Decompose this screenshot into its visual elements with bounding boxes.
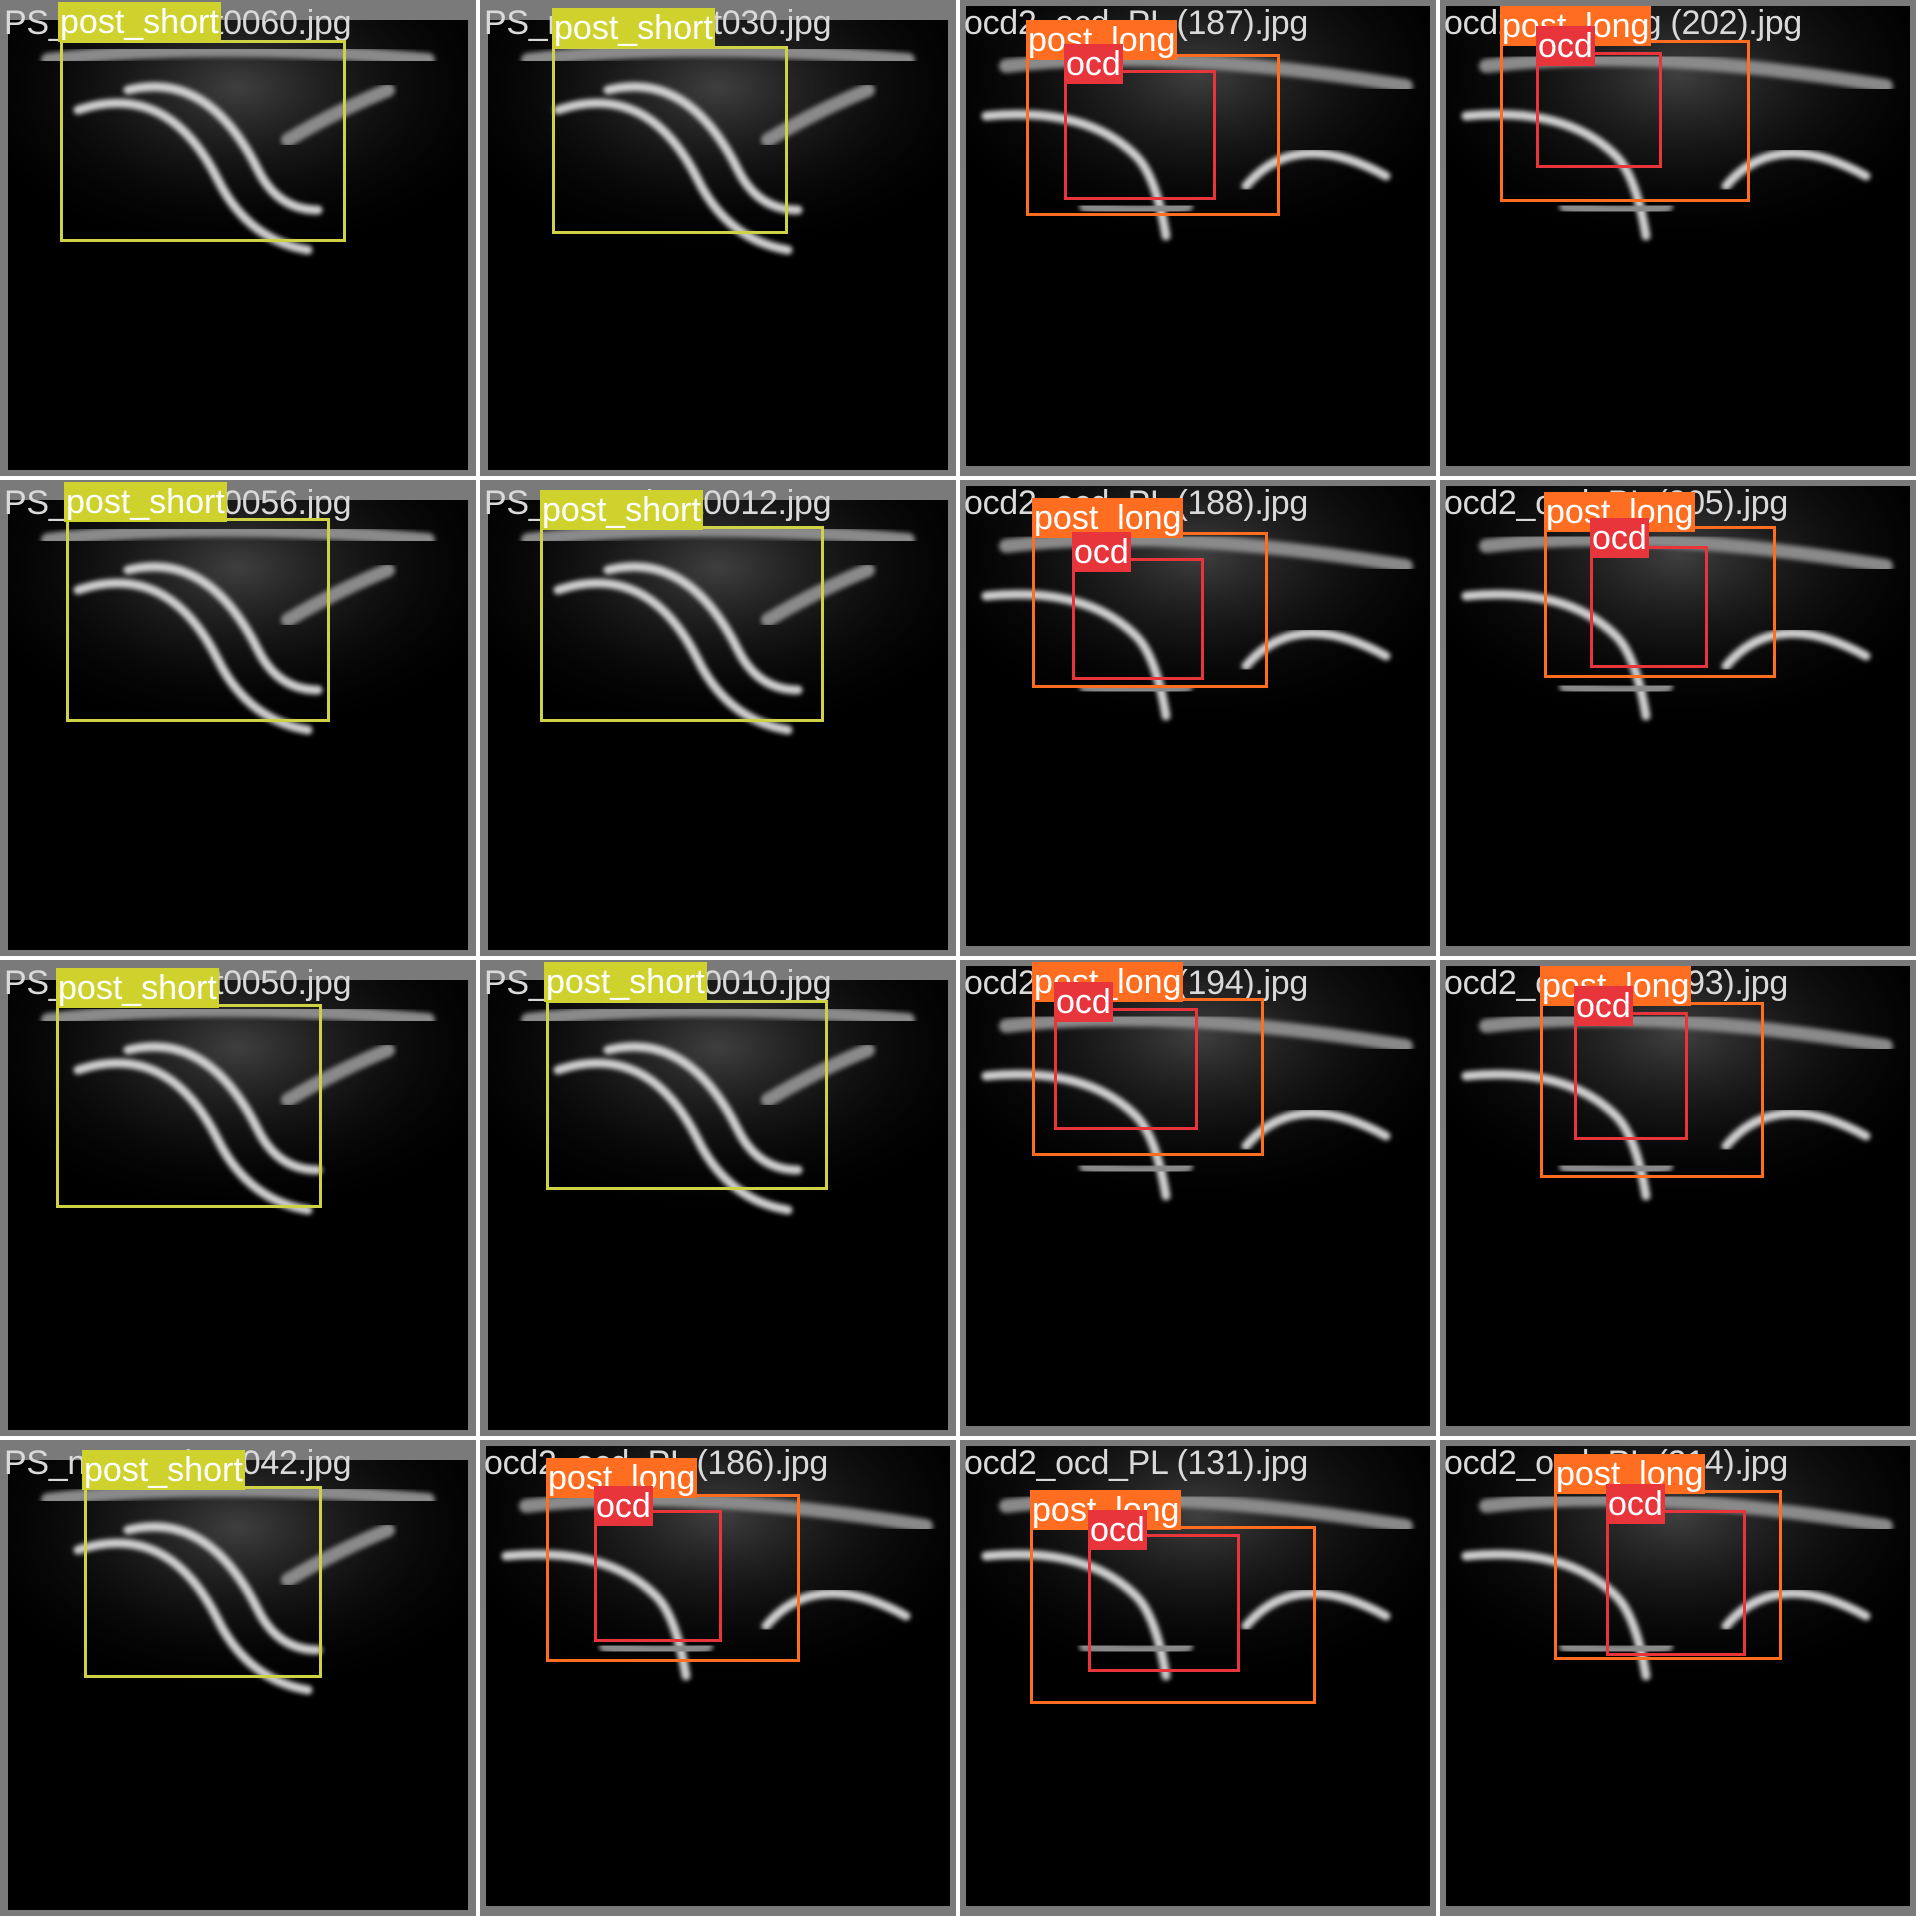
box-label-post-short: post_short xyxy=(540,490,703,530)
ultrasound-image xyxy=(8,20,468,290)
tile-image xyxy=(8,20,468,470)
tile-image xyxy=(486,1446,950,1906)
tile-image xyxy=(488,500,948,950)
tile-image xyxy=(966,966,1430,1426)
box-label-ocd: ocd xyxy=(1054,982,1113,1022)
box-label-post-short: post_short xyxy=(64,482,227,522)
ultrasound-image xyxy=(488,20,948,290)
tile-image xyxy=(1446,966,1910,1426)
tile-image xyxy=(488,980,948,1430)
ultrasound-image xyxy=(8,500,468,770)
tile-image xyxy=(1446,6,1910,466)
bounding-box-ocd xyxy=(594,1510,722,1642)
bounding-box-ocd xyxy=(1064,70,1216,200)
ultrasound-image xyxy=(1446,6,1910,282)
bounding-box-post-short xyxy=(60,40,346,242)
box-label-post-short: post_short xyxy=(544,962,707,1002)
box-label-post-short: post_short xyxy=(552,8,715,48)
ultrasound-image xyxy=(1446,486,1910,762)
ultrasound-image xyxy=(966,966,1430,1242)
bounding-box-post-short xyxy=(546,1000,828,1190)
bounding-box-ocd xyxy=(1088,1534,1240,1672)
box-label-ocd: ocd xyxy=(1574,986,1633,1026)
box-label-ocd: ocd xyxy=(1072,532,1131,572)
box-label-ocd: ocd xyxy=(1064,44,1123,84)
ultrasound-image xyxy=(488,980,948,1250)
bounding-box-post-short xyxy=(540,526,824,722)
bounding-box-post-short xyxy=(552,46,788,234)
box-label-ocd: ocd xyxy=(1606,1484,1665,1524)
bounding-box-ocd xyxy=(1072,558,1204,680)
tile-image xyxy=(966,486,1430,946)
bounding-box-ocd xyxy=(1606,1510,1746,1656)
ultrasound-image xyxy=(486,1446,950,1722)
box-label-ocd: ocd xyxy=(594,1486,653,1526)
tile-image xyxy=(1446,486,1910,946)
tile-filename: ocd2_ocd_PL (131).jpg xyxy=(964,1444,1309,1482)
bounding-box-ocd xyxy=(1590,546,1708,668)
box-label-ocd: ocd xyxy=(1590,518,1649,558)
box-label-post-short: post_short xyxy=(56,968,219,1008)
bounding-box-ocd xyxy=(1054,1008,1198,1130)
bounding-box-post-short xyxy=(56,1004,322,1208)
box-label-post-long: post_long xyxy=(546,1458,698,1498)
bounding-box-post-short xyxy=(66,518,330,722)
box-label-post-short: post_short xyxy=(58,2,221,42)
tile-image xyxy=(1446,1446,1910,1906)
bounding-box-post-short xyxy=(84,1486,322,1678)
box-label-post-short: post_short xyxy=(82,1450,245,1490)
tile-image xyxy=(8,500,468,950)
tile-image xyxy=(488,20,948,470)
box-label-post-long: post_long xyxy=(1032,498,1184,538)
grid-tile[interactable]: ocd2_ocd_PL (214).jpg post_long ocd xyxy=(1440,1440,1916,1916)
tile-image xyxy=(966,6,1430,466)
tile-image xyxy=(966,1446,1430,1906)
bounding-box-ocd xyxy=(1536,52,1662,168)
ultrasound-image xyxy=(488,500,948,770)
ultrasound-image xyxy=(1446,1446,1910,1722)
bounding-box-ocd xyxy=(1574,1012,1688,1140)
box-label-ocd: ocd xyxy=(1536,26,1595,66)
box-label-ocd: ocd xyxy=(1088,1510,1147,1550)
